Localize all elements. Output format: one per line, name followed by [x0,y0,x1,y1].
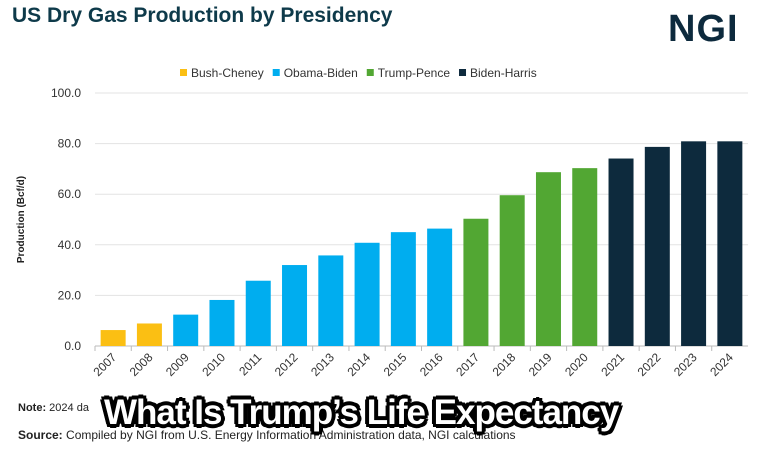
bar-2009 [173,314,199,346]
bar-2023 [681,141,707,346]
legend-swatch [180,69,187,76]
x-tick-label: 2023 [671,350,700,379]
x-tick-label: 2010 [199,350,228,379]
bar-2008 [136,323,162,346]
y-tick-label: 80.0 [58,137,82,151]
bar-2021 [608,158,634,346]
bar-2010 [209,299,235,346]
bar-chart: 0.0 20.0 40.0 60.0 80.0 100.0 Production (Bcf/… [16,66,748,379]
x-tick-label: 2019 [526,350,555,379]
x-tick-label: 2011 [236,350,264,378]
source-text: Compiled by NGI from U.S. Energy Informa… [66,428,516,442]
legend-swatch [272,69,280,76]
x-tick-label: 2012 [272,350,301,379]
y-tick-label: 20.0 [58,288,82,302]
legend-label: Biden-Harris [470,66,537,80]
bar-2018 [499,195,525,346]
bar-2017 [463,218,489,346]
x-tick-label: 2016 [417,350,446,379]
bar-2016 [427,228,453,346]
bar-2019 [535,172,561,346]
bar-2015 [390,232,416,346]
x-tick-label: 2020 [562,350,591,379]
x-tick-label: 2018 [490,350,519,379]
bar-2013 [318,255,344,346]
bar-2024 [717,141,743,346]
bar-2014 [354,242,380,346]
legend-label: Obama-Biden [284,66,358,80]
source: Source: Compiled by NGI from U.S. Energy… [18,428,516,442]
overlay-caption: What Is Trump’s Life Expectancy [104,393,619,432]
y-axis-label: Production (Bcf/d) [16,176,27,263]
note: Note: 2024 da [18,402,89,414]
source-label: Source: [18,428,63,442]
bar-2007 [100,330,126,346]
x-tick-label: 2013 [308,350,337,379]
x-tick-label: 2024 [707,350,736,379]
x-tick-label: 2022 [635,350,664,379]
y-tick-label: 40.0 [58,238,82,252]
y-tick-label: 60.0 [58,187,82,201]
bar-2020 [572,168,598,346]
x-tick-label: 2008 [127,350,156,379]
note-label: Note: [18,402,47,414]
x-tick-label: 2021 [598,350,627,379]
legend-swatch [459,69,467,76]
legend-label: Trump-Pence [378,66,451,80]
bar-2012 [282,265,308,346]
x-tick-label: 2007 [90,350,119,379]
bar-2022 [644,146,670,346]
bar-2011 [245,280,271,346]
legend-label: Bush-Cheney [191,66,264,80]
y-tick-label: 0.0 [64,339,81,353]
legend-swatch [366,69,374,76]
ngi-logo: NGI [668,8,739,50]
x-tick-label: 2015 [381,350,410,379]
y-tick-label: 100.0 [51,86,81,100]
x-tick-label: 2009 [163,350,192,379]
note-text: 2024 da [49,402,89,414]
chart-title: US Dry Gas Production by Presidency [12,4,393,27]
x-tick-label: 2014 [344,350,373,379]
x-tick-label: 2017 [453,350,482,379]
